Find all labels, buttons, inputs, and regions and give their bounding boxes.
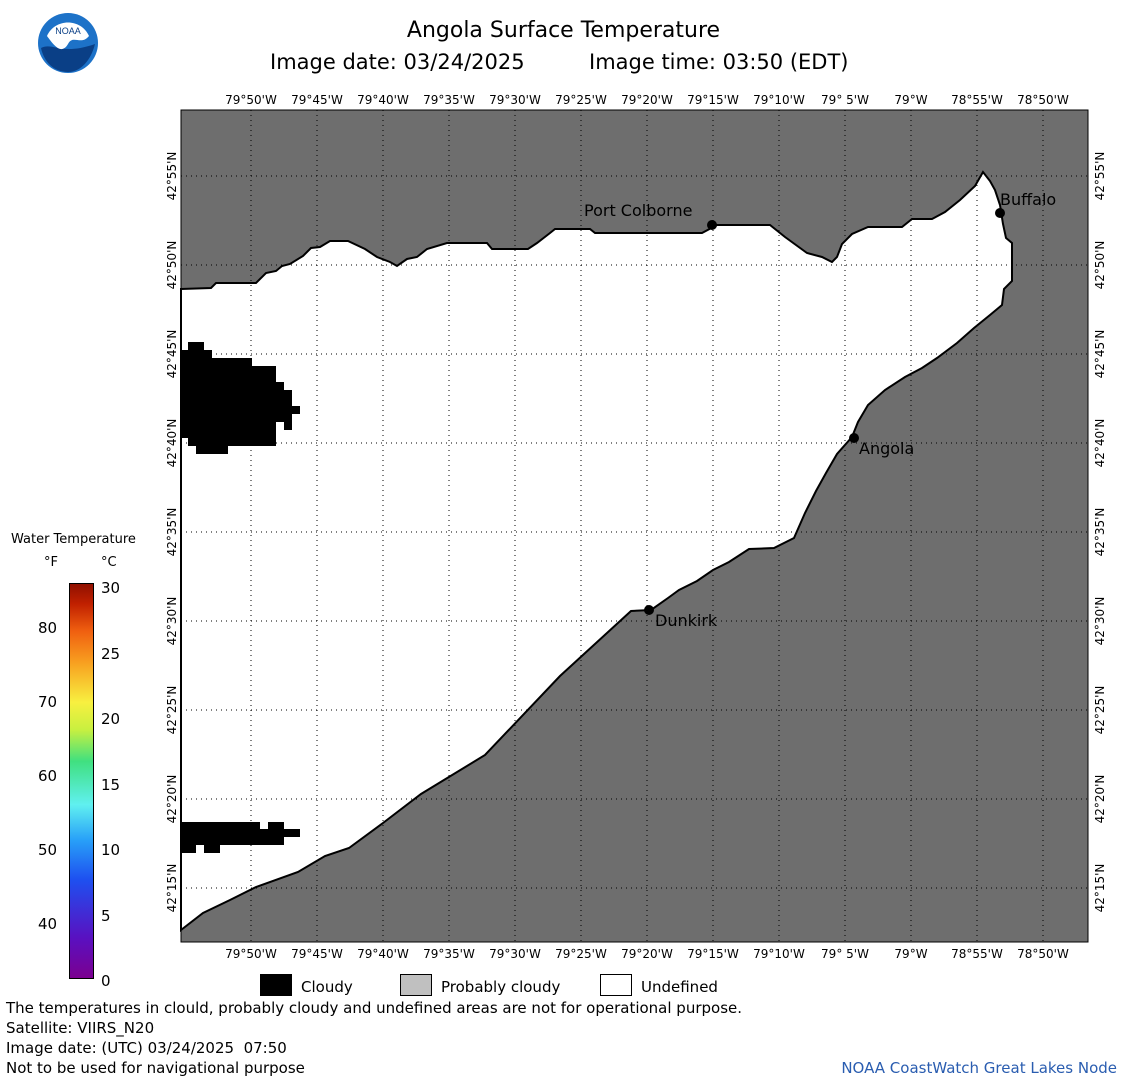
colorbar-tick-c: 20 bbox=[101, 710, 121, 728]
latitude-label: 42°40'N bbox=[1093, 419, 1107, 468]
latitude-label: 42°35'N bbox=[1093, 508, 1107, 557]
footer-credit: NOAA CoastWatch Great Lakes Node bbox=[841, 1059, 1117, 1077]
latitude-label: 42°45'N bbox=[1093, 330, 1107, 379]
latitude-label: 42°20'N bbox=[165, 775, 179, 824]
colorbar bbox=[69, 583, 94, 979]
footer-satellite: Satellite: VIIRS_N20 bbox=[6, 1019, 155, 1037]
image-date: Image date: 03/24/2025 bbox=[270, 50, 525, 74]
longitude-label: 79°25'W bbox=[555, 93, 607, 107]
city-marker-port-colborne: Port Colborne bbox=[584, 201, 717, 230]
longitude-label: 79°20'W bbox=[621, 93, 673, 107]
colorbar-tick-f: 70 bbox=[38, 693, 58, 711]
latitude-label: 42°45'N bbox=[165, 330, 179, 379]
colorbar-tick-f: 80 bbox=[38, 619, 58, 637]
colorbar-tick-c: 5 bbox=[101, 906, 111, 925]
longitude-label: 78°55'W bbox=[951, 947, 1003, 961]
cloud-area-southwest bbox=[181, 822, 300, 853]
city-label-port-colborne: Port Colborne bbox=[584, 201, 692, 220]
longitude-label: 78°50'W bbox=[1017, 93, 1069, 107]
latitude-label: 42°15'N bbox=[165, 864, 179, 913]
latitude-labels-left: 42°55'N 42°50'N 42°45'N 42°40'N 42°35'N 42°30… bbox=[165, 152, 179, 913]
longitude-label: 79° 5'W bbox=[821, 947, 869, 961]
colorbar-unit-f: °F bbox=[44, 555, 58, 570]
colorbar-tick-f: 60 bbox=[38, 767, 58, 785]
footer-nav-warning: Not to be used for navigational purpose bbox=[6, 1059, 305, 1077]
legend-probably-cloudy-swatch bbox=[400, 974, 432, 996]
longitude-label: 79°W bbox=[894, 93, 927, 107]
colorbar-unit-c: °C bbox=[101, 555, 117, 570]
longitude-label: 79°30'W bbox=[489, 947, 541, 961]
image-time: Image time: 03:50 (EDT) bbox=[589, 50, 849, 74]
city-label-buffalo: Buffalo bbox=[1000, 190, 1056, 209]
latitude-labels-right: 42°55'N 42°50'N 42°45'N 42°40'N 42°35'N 42°30… bbox=[1093, 152, 1107, 913]
colorbar-tick-c: 0 bbox=[101, 972, 111, 990]
colorbar-tick-f: 40 bbox=[38, 915, 58, 933]
footer-utc-date: Image date: (UTC) 03/24/2025 07:50 bbox=[6, 1039, 287, 1057]
latitude-label: 42°25'N bbox=[1093, 686, 1107, 735]
graticule bbox=[181, 110, 1088, 942]
longitude-label: 79°35'W bbox=[423, 947, 475, 961]
latitude-label: 42°20'N bbox=[1093, 775, 1107, 824]
noaa-logo-text: NOAA bbox=[55, 26, 81, 36]
longitude-label: 79°45'W bbox=[291, 947, 343, 961]
longitude-label: 79°30'W bbox=[489, 93, 541, 107]
lake-erie-water bbox=[180, 170, 1013, 933]
colorbar-tick-c: 15 bbox=[101, 775, 121, 794]
longitude-label: 79°15'W bbox=[687, 93, 739, 107]
longitude-label: 79°10'W bbox=[753, 93, 805, 107]
longitude-label: 78°50'W bbox=[1017, 947, 1069, 961]
longitude-label: 79°40'W bbox=[357, 947, 409, 961]
longitude-label: 78°55'W bbox=[951, 93, 1003, 107]
latitude-label: 42°55'N bbox=[1093, 152, 1107, 201]
longitude-label: 79°50'W bbox=[225, 947, 277, 961]
longitude-label: 79°40'W bbox=[357, 93, 409, 107]
latitude-label: 42°30'N bbox=[1093, 597, 1107, 646]
noaa-logo-icon: NOAA bbox=[38, 13, 98, 73]
latitude-label: 42°15'N bbox=[1093, 864, 1107, 913]
latitude-label: 42°25'N bbox=[165, 686, 179, 735]
longitude-label: 79°10'W bbox=[753, 947, 805, 961]
latitude-label: 42°50'N bbox=[1093, 241, 1107, 290]
colorbar-tick-c: 25 bbox=[101, 644, 121, 663]
footer-disclaimer: The temperatures in clould, probably clo… bbox=[6, 999, 743, 1017]
city-marker-dunkirk: Dunkirk bbox=[644, 605, 718, 630]
latitude-label: 42°50'N bbox=[165, 241, 179, 290]
map-title: Angola Surface Temperature bbox=[406, 18, 721, 43]
longitude-label: 79°15'W bbox=[687, 947, 739, 961]
legend-cloudy-swatch bbox=[260, 974, 292, 996]
city-label-angola: Angola bbox=[859, 439, 914, 458]
longitude-label: 79°20'W bbox=[621, 947, 673, 961]
city-marker-angola: Angola bbox=[849, 433, 914, 458]
longitude-label: 79° 5'W bbox=[821, 93, 869, 107]
colorbar-title: Water Temperature bbox=[11, 532, 136, 547]
colorbar-tick-c: 10 bbox=[101, 841, 121, 859]
latitude-label: 42°55'N bbox=[165, 152, 179, 201]
longitude-label: 79°45'W bbox=[291, 93, 343, 107]
latitude-label: 42°40'N bbox=[165, 419, 179, 468]
legend-undefined-swatch bbox=[600, 974, 632, 996]
cloud-area-west bbox=[181, 342, 300, 454]
longitude-label: 79°35'W bbox=[423, 93, 475, 107]
legend-probably-cloudy-label: Probably cloudy bbox=[441, 978, 561, 996]
longitude-label: 79°W bbox=[894, 947, 927, 961]
city-label-dunkirk: Dunkirk bbox=[655, 611, 718, 630]
latitude-label: 42°35'N bbox=[165, 508, 179, 557]
city-marker-buffalo: Buffalo bbox=[995, 190, 1056, 218]
longitude-labels-bottom: 79°50'W 79°45'W 79°40'W 79°35'W 79°30'W 79°25… bbox=[225, 947, 1069, 961]
longitude-label: 79°25'W bbox=[555, 947, 607, 961]
colorbar-tick-f: 50 bbox=[38, 841, 58, 859]
colorbar-tick-c: 30 bbox=[101, 579, 121, 597]
legend-cloudy-label: Cloudy bbox=[301, 978, 353, 996]
longitude-label: 79°50'W bbox=[225, 93, 277, 107]
latitude-label: 42°30'N bbox=[165, 597, 179, 646]
legend-undefined-label: Undefined bbox=[641, 978, 718, 996]
longitude-labels-top: 79°50'W 79°45'W 79°40'W 79°35'W 79°30'W 79°25… bbox=[225, 93, 1069, 107]
